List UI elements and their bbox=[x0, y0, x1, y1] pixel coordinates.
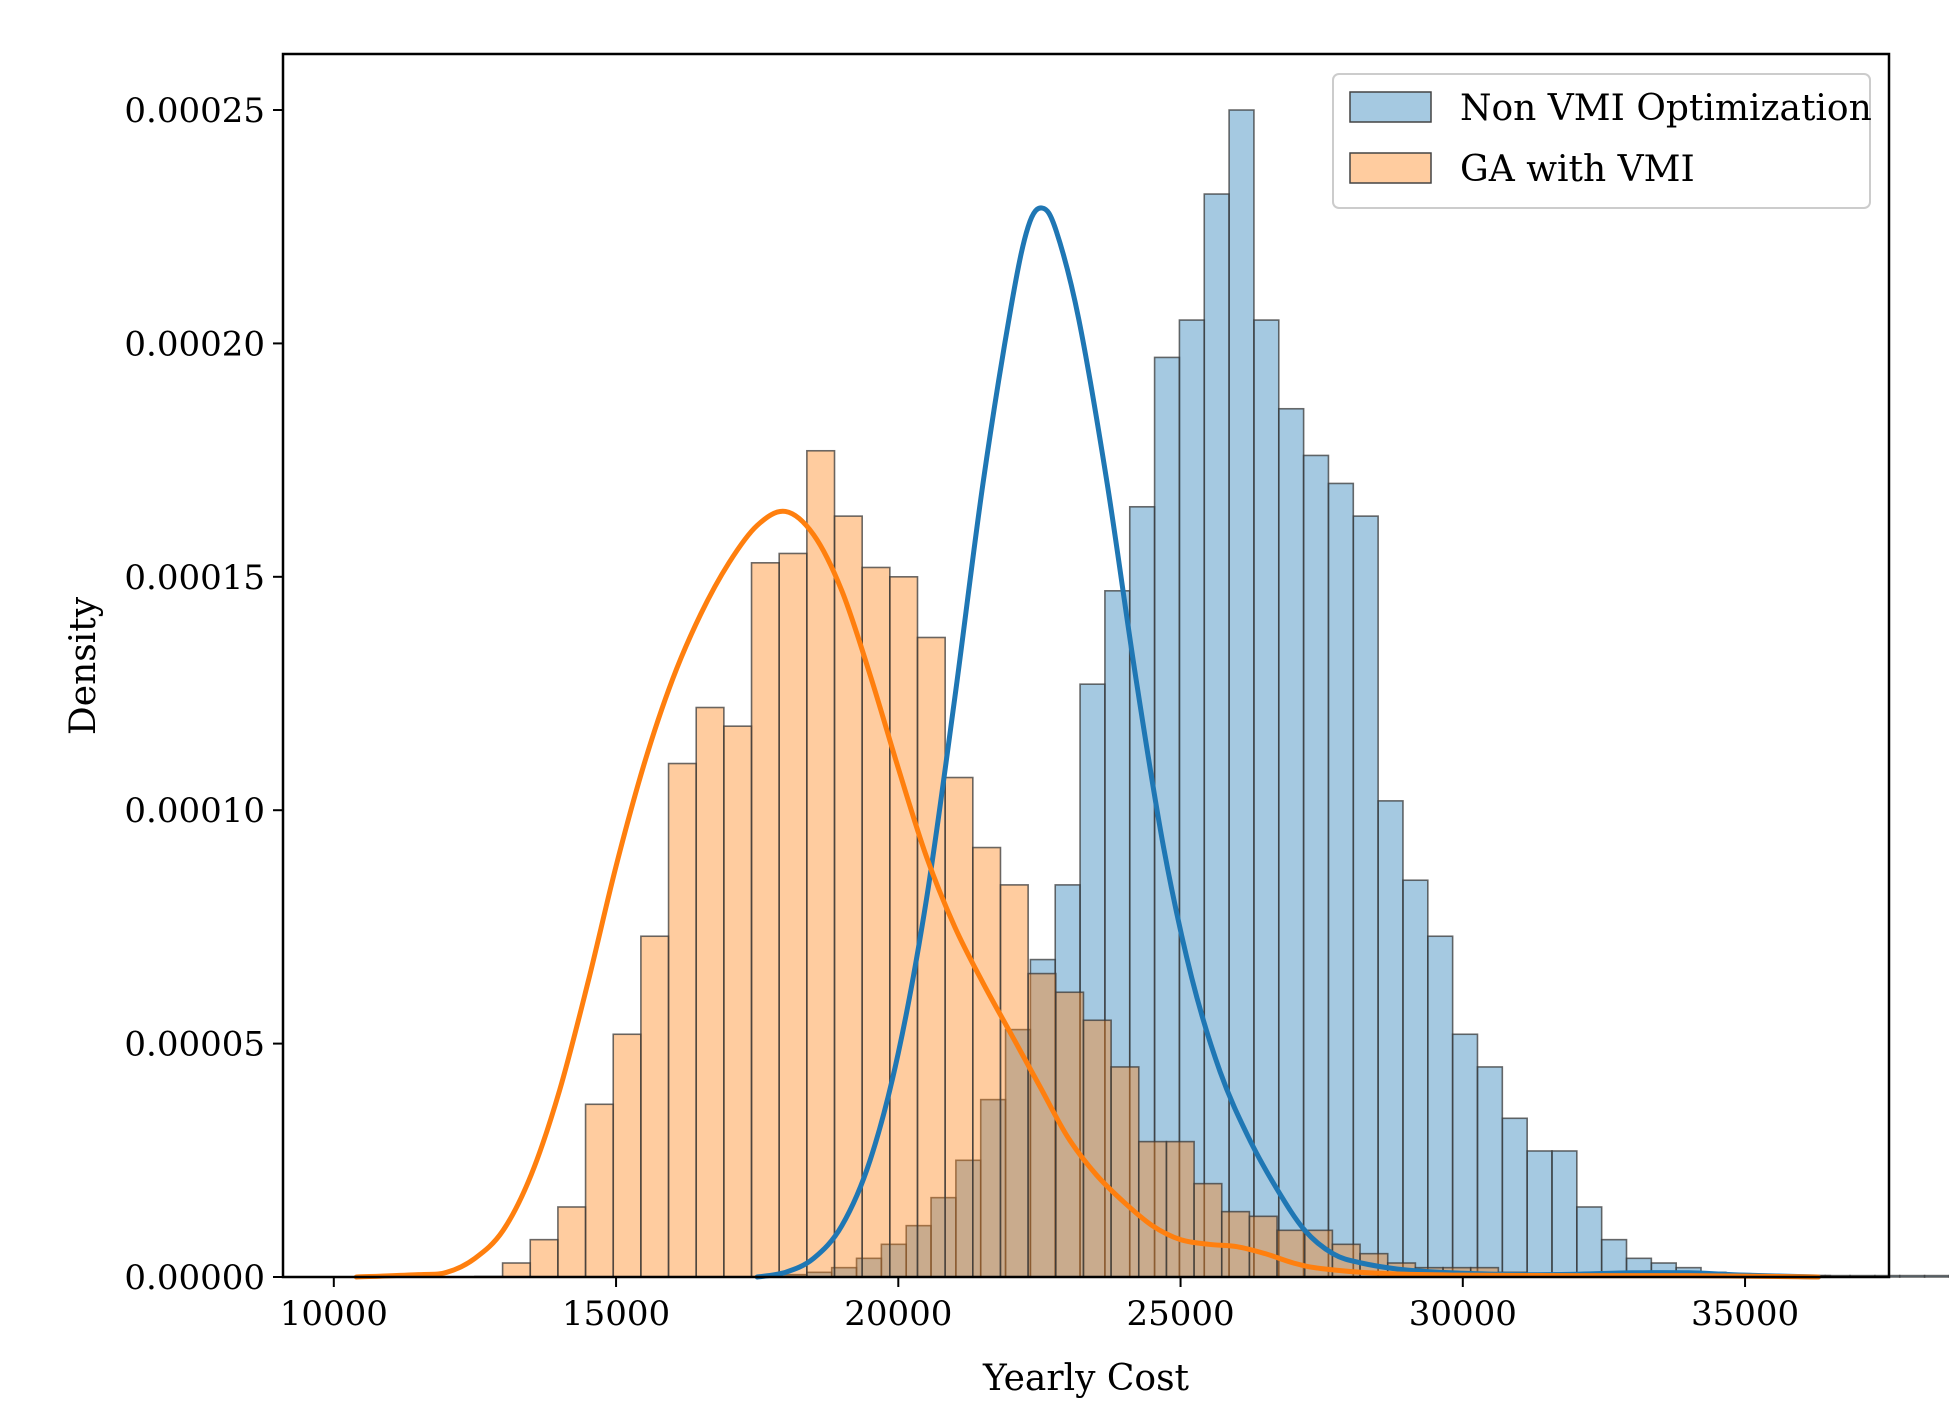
ga-vmi-bar bbox=[1027, 972, 1057, 1278]
non-vmi-bar bbox=[1352, 515, 1379, 1278]
x-axis-label: Yearly Cost bbox=[982, 1358, 1190, 1399]
ga-vmi-bar bbox=[667, 762, 698, 1278]
y-tick-label: 0.00000 bbox=[124, 1258, 265, 1298]
ga-vmi-bar bbox=[501, 1262, 532, 1278]
non-vmi-bar bbox=[1476, 1066, 1504, 1278]
ga-vmi-bar bbox=[1137, 1140, 1168, 1278]
plot-frame bbox=[281, 52, 1891, 1279]
legend-swatch-ga-vmi bbox=[1349, 152, 1432, 184]
ga-vmi-bar bbox=[1248, 1215, 1278, 1278]
non-vmi-bar bbox=[1277, 407, 1305, 1278]
non-vmi-bar bbox=[1402, 879, 1429, 1278]
non-vmi-bar bbox=[1551, 1150, 1578, 1278]
non-vmi-bar bbox=[1923, 1274, 1949, 1278]
legend-label-ga-vmi: GA with VMI bbox=[1460, 149, 1695, 190]
non-vmi-bar bbox=[1377, 800, 1404, 1278]
non-vmi-bar bbox=[1253, 319, 1280, 1278]
ga-vmi-bar bbox=[750, 562, 780, 1278]
non-vmi-bar bbox=[1104, 590, 1131, 1278]
x-tick-label: 10000 bbox=[280, 1294, 388, 1334]
legend-box bbox=[1332, 73, 1871, 209]
non-vmi-bar bbox=[955, 1159, 982, 1278]
non-vmi-bar bbox=[1302, 454, 1330, 1278]
ga-vmi-bar bbox=[889, 576, 919, 1278]
x-tick-label: 25000 bbox=[1126, 1294, 1234, 1334]
ga-vmi-bar bbox=[1193, 1182, 1223, 1278]
non-vmi-bar bbox=[1898, 1274, 1926, 1278]
kde-curves bbox=[353, 205, 1821, 1280]
legend-swatch-non-vmi bbox=[1349, 91, 1432, 123]
ga-vmi-bar bbox=[778, 552, 808, 1278]
legend-label-non-vmi: Non VMI Optimization bbox=[1460, 88, 1872, 129]
ga-vmi-bar bbox=[584, 1103, 615, 1278]
y-tick-label: 0.00015 bbox=[124, 558, 265, 598]
ga-vmi-bar bbox=[695, 706, 725, 1278]
non-vmi-bar bbox=[880, 1243, 908, 1278]
non-vmi-bar bbox=[1501, 1117, 1528, 1278]
ga-vmi-bar bbox=[972, 846, 1002, 1278]
y-tick-label: 0.00020 bbox=[124, 324, 265, 364]
y-tick-label: 0.00005 bbox=[124, 1025, 265, 1065]
x-tick-label: 30000 bbox=[1409, 1294, 1517, 1334]
non-vmi-bar bbox=[1054, 884, 1081, 1278]
ga-vmi-bar bbox=[1055, 991, 1085, 1278]
ga-vmi-kde-line bbox=[353, 508, 1821, 1280]
ga-vmi-bar bbox=[944, 776, 974, 1278]
non-vmi-bar bbox=[1427, 935, 1454, 1278]
non-vmi-bar bbox=[1327, 482, 1355, 1278]
y-tick-label: 0.00010 bbox=[124, 791, 265, 831]
y-axis-ticks: 0.00000 0.00005 0.00010 0.00015 0.00020 0.000… bbox=[124, 91, 283, 1298]
ga-vmi-bar bbox=[529, 1238, 559, 1278]
ga-vmi-bar bbox=[1082, 1019, 1112, 1278]
non-vmi-bar bbox=[1451, 1033, 1479, 1278]
legend: Non VMI Optimization GA with VMI bbox=[1332, 73, 1872, 209]
x-tick-label: 35000 bbox=[1691, 1294, 1799, 1334]
ga-vmi-bar bbox=[1110, 1066, 1140, 1278]
non-vmi-histogram-bars bbox=[756, 109, 1949, 1278]
non-vmi-bar bbox=[1178, 319, 1206, 1278]
y-axis-label: Density bbox=[63, 596, 104, 735]
ga-vmi-bar bbox=[916, 636, 946, 1278]
x-axis-ticks: 10000 15000 20000 25000 30000 35000 bbox=[280, 1277, 1799, 1334]
non-vmi-bar bbox=[1526, 1150, 1553, 1278]
ga-vmi-bar bbox=[723, 725, 753, 1278]
ga-vmi-bar bbox=[806, 449, 836, 1278]
x-tick-label: 15000 bbox=[562, 1294, 670, 1334]
x-tick-label: 20000 bbox=[844, 1294, 952, 1334]
ga-vmi-bar bbox=[557, 1206, 587, 1278]
ga-vmi-bar bbox=[1276, 1229, 1306, 1278]
ga-vmi-bar bbox=[1165, 1140, 1195, 1278]
non-vmi-bar bbox=[1203, 193, 1230, 1278]
non-vmi-bar bbox=[1576, 1206, 1603, 1278]
ga-vmi-bar bbox=[640, 935, 670, 1278]
ga-vmi-bar bbox=[612, 1033, 642, 1278]
ga-vmi-bar bbox=[999, 884, 1029, 1278]
y-tick-label: 0.00025 bbox=[124, 91, 265, 131]
